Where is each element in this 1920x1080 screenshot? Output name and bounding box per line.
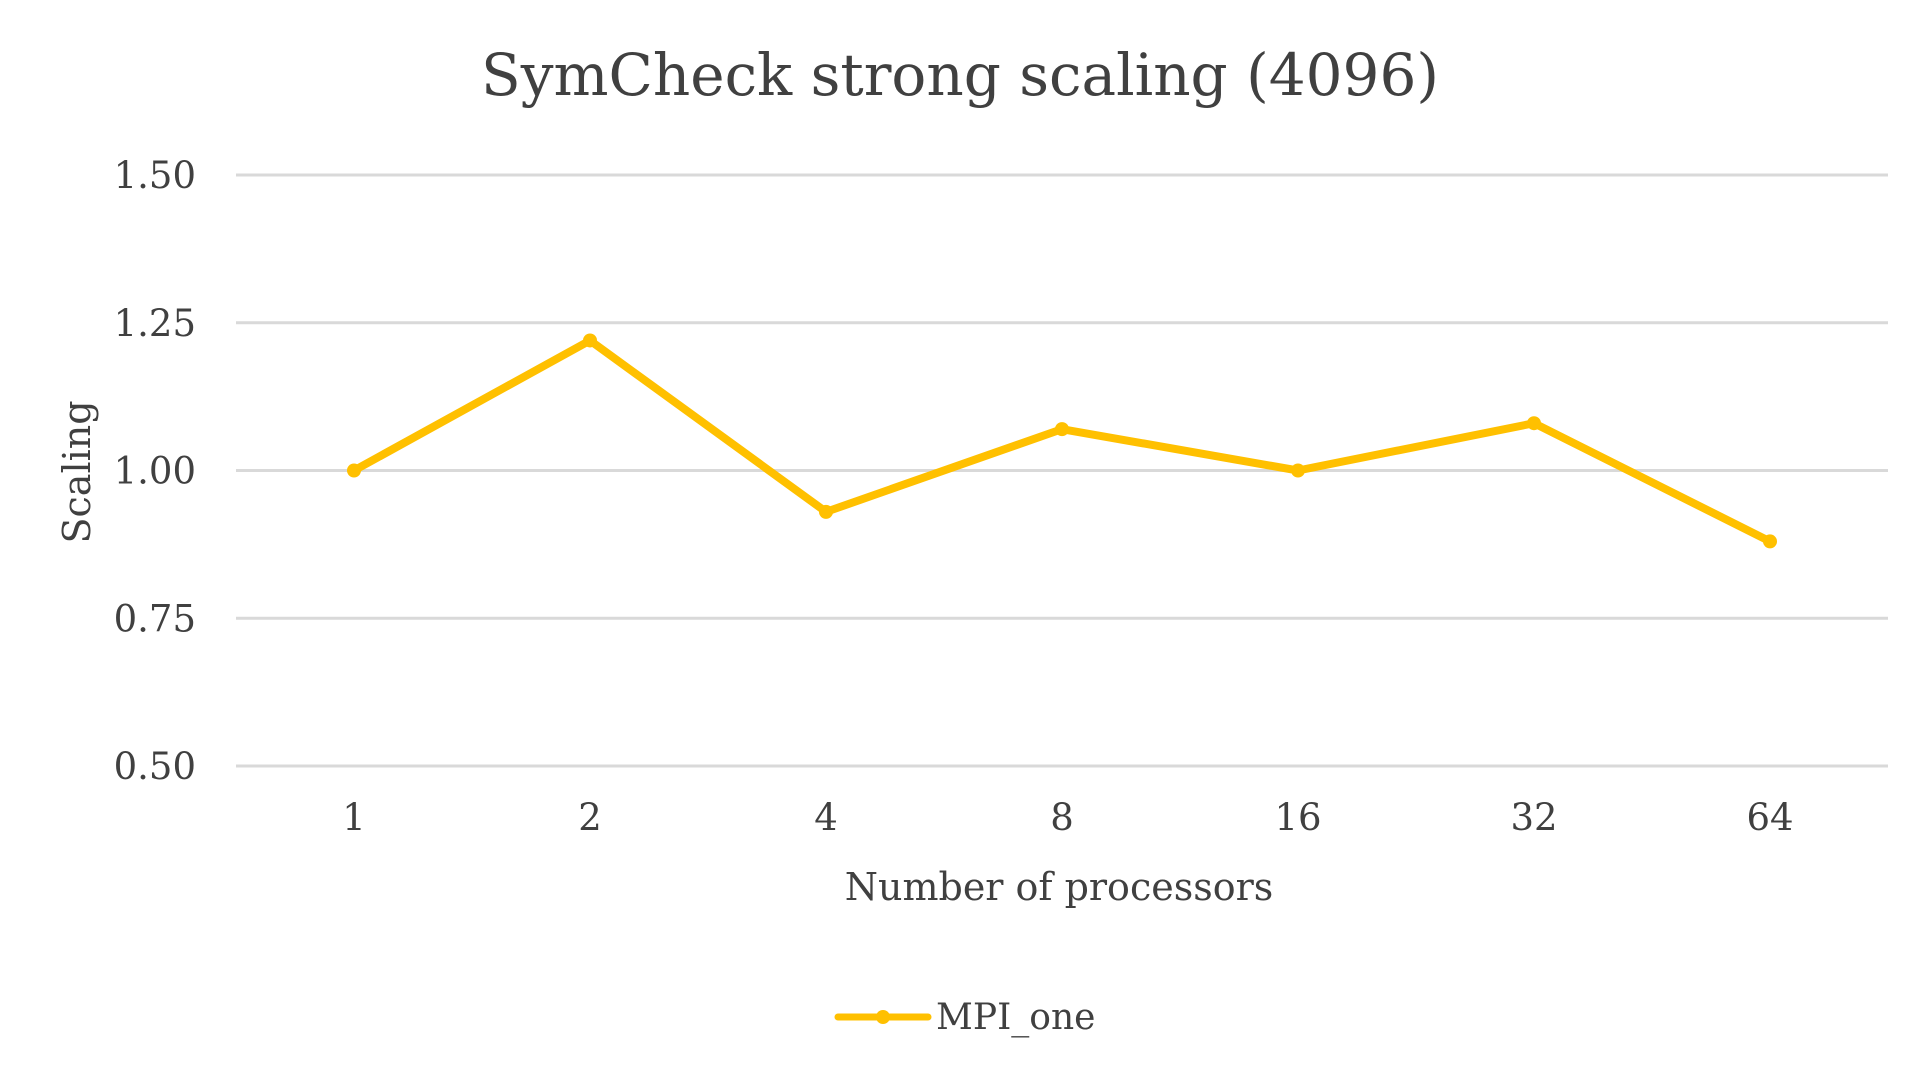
series-line-0 [350,336,1774,546]
y-tick-label: 1.00 [114,450,196,493]
x-tick-label: 64 [1746,796,1793,839]
y-axis-ticks: 0.50 0.75 1.00 1.25 1.50 [114,154,196,788]
data-point [1527,416,1541,431]
legend-label-mpi-one: MPI_one [936,997,1095,1038]
series-group [347,333,1777,549]
legend: MPI_one [834,997,1095,1038]
x-tick-label: 4 [814,796,838,839]
y-tick-label: 1.50 [114,154,196,197]
y-axis-label: Scaling [55,400,99,543]
y-tick-label: 0.50 [114,745,196,788]
x-tick-label: 8 [1050,796,1074,839]
data-point [347,463,361,478]
x-tick-label: 2 [578,796,602,839]
legend-swatch-marker [876,1010,890,1024]
grid-lines [236,173,1888,768]
data-point [819,504,833,519]
chart-title: SymCheck strong scaling (4096) [481,41,1439,109]
data-point [583,333,597,348]
y-tick-label: 0.75 [114,597,196,640]
x-axis-ticks: 1 2 4 8 16 32 64 [342,796,1793,839]
y-tick-label: 1.25 [114,302,196,345]
data-point [1291,463,1305,478]
data-point [1055,422,1069,437]
data-point [1763,534,1777,549]
x-tick-label: 1 [342,796,366,839]
x-tick-label: 16 [1274,796,1321,839]
x-tick-label: 32 [1510,796,1557,839]
x-axis-label: Number of processors [845,865,1274,909]
